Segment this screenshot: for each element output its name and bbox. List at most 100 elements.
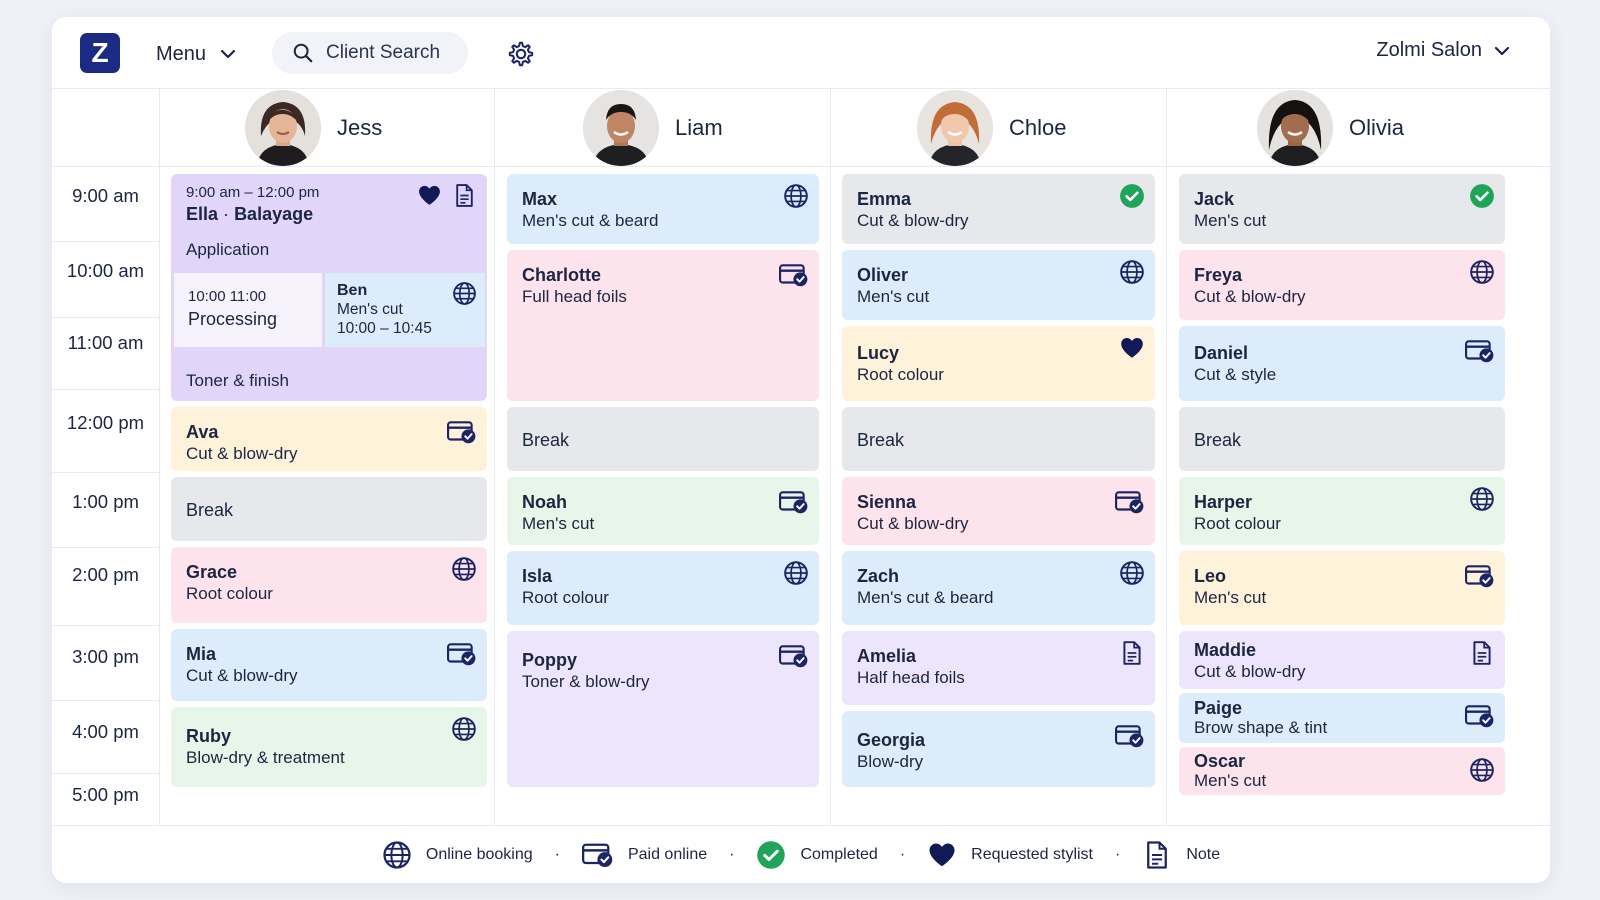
stylist-header-jess[interactable]: Jess: [245, 89, 382, 167]
appointment-card[interactable]: Max Men's cut & beard: [507, 174, 819, 244]
client-name: Emma: [857, 189, 912, 209]
appointment-card[interactable]: Emma Cut & blow-dry: [842, 174, 1155, 244]
time-label: 12:00 pm: [66, 412, 145, 433]
appointment-time-range: 9:00 am – 12:00 pm: [186, 184, 320, 201]
break-block[interactable]: Break: [842, 407, 1155, 471]
client-name: Ava: [186, 422, 219, 442]
service-name: Men's cut: [337, 301, 403, 318]
paid-online-icon: [1115, 489, 1145, 515]
appointment-time: 10:00 – 10:45: [337, 320, 432, 337]
service-name: Cut & blow-dry: [857, 514, 969, 533]
appointment-card[interactable]: Poppy Toner & blow-dry: [507, 631, 819, 787]
phase-application: Application: [186, 240, 270, 259]
client-name: Lucy: [857, 343, 900, 363]
column-divider: [830, 89, 831, 825]
appointment-card[interactable]: Ava Cut & blow-dry: [171, 407, 487, 471]
appointment-icons: [417, 183, 477, 208]
paid-online-icon: [1465, 563, 1495, 589]
settings-gear-icon[interactable]: [507, 40, 535, 68]
appointment-card[interactable]: Jack Men's cut: [1179, 174, 1505, 244]
break-label: Break: [186, 500, 234, 520]
break-block[interactable]: Break: [171, 477, 487, 541]
column-divider: [494, 89, 495, 825]
phase-toner-finish: Toner & finish: [186, 371, 289, 390]
note-icon: [1469, 640, 1495, 666]
client-name: Oscar: [1194, 751, 1246, 771]
client-name: Poppy: [522, 650, 578, 670]
chevron-down-icon: [220, 49, 236, 59]
app-logo[interactable]: Z: [80, 33, 120, 73]
time-divider: [52, 472, 159, 473]
time-label: 2:00 pm: [72, 564, 139, 585]
appointment-card[interactable]: Paige Brow shape & tint: [1179, 693, 1505, 743]
client-name: Max: [522, 189, 558, 209]
service-name: Men's cut: [1194, 211, 1267, 230]
time-divider: [52, 700, 159, 701]
requested-stylist-icon: [927, 840, 957, 870]
search-placeholder: Client Search: [326, 42, 441, 63]
paid-online-icon: [779, 489, 809, 515]
requested-stylist-icon: [417, 183, 442, 208]
processing-time: 10:00 11:00: [188, 288, 267, 305]
service-name: Cut & blow-dry: [186, 666, 298, 685]
service-name: Cut & blow-dry: [1194, 287, 1306, 306]
appointment-card[interactable]: Zach Men's cut & beard: [842, 551, 1155, 625]
completed-icon: [1469, 183, 1495, 209]
client-name: Sienna: [857, 492, 917, 512]
appointment-card[interactable]: Maddie Cut & blow-dry: [1179, 631, 1505, 689]
appointment-card[interactable]: Amelia Half head foils: [842, 631, 1155, 705]
service-name: Blow-dry: [857, 752, 924, 771]
appointment-card[interactable]: Lucy Root colour: [842, 326, 1155, 401]
stylist-header-chloe[interactable]: Chloe: [917, 89, 1066, 167]
appointment-card[interactable]: Leo Men's cut: [1179, 551, 1505, 625]
online-booking-icon: [1119, 560, 1145, 586]
service-name: Men's cut & beard: [857, 588, 994, 607]
stylist-header-row: Jess Liam Chloe Olivia: [52, 89, 1550, 167]
stylist-header-olivia[interactable]: Olivia: [1257, 89, 1404, 167]
appointment-card[interactable]: Noah Men's cut: [507, 477, 819, 545]
appointment-card[interactable]: Oliver Men's cut: [842, 250, 1155, 320]
appointment-card[interactable]: Harper Root colour: [1179, 477, 1505, 545]
appointment-card[interactable]: Sienna Cut & blow-dry: [842, 477, 1155, 545]
online-booking-icon: [382, 840, 412, 870]
appointment-card[interactable]: Charlotte Full head foils: [507, 250, 819, 401]
avatar: [917, 90, 993, 166]
appointment-card[interactable]: Georgia Blow-dry: [842, 711, 1155, 787]
appointment-ben[interactable]: Ben Men's cut 10:00 – 10:45: [325, 273, 485, 347]
appointment-card[interactable]: Ruby Blow-dry & treatment: [171, 707, 487, 787]
appointment-card[interactable]: Oscar Men's cut: [1179, 747, 1505, 795]
time-label: 4:00 pm: [72, 721, 139, 742]
note-icon: [1119, 640, 1145, 666]
icon-legend: Online booking · Paid online · Completed…: [52, 825, 1550, 883]
legend-label: Paid online: [627, 845, 708, 863]
service-name: Brow shape & tint: [1194, 718, 1328, 737]
appointment-card[interactable]: Mia Cut & blow-dry: [171, 629, 487, 701]
menu-button[interactable]: Menu: [156, 39, 236, 69]
service-name: Toner & blow-dry: [522, 672, 650, 691]
appointment-card[interactable]: Daniel Cut & style: [1179, 326, 1505, 401]
service-name: Root colour: [1194, 514, 1281, 533]
salon-selector[interactable]: Zolmi Salon: [1376, 39, 1510, 62]
online-booking-icon: [452, 281, 477, 306]
appointment-card[interactable]: Isla Root colour: [507, 551, 819, 625]
appointment-ella-balayage[interactable]: 9:00 am – 12:00 pm Ella · Balayage Appli…: [171, 174, 487, 401]
break-label: Break: [1194, 430, 1242, 450]
client-name: Freya: [1194, 265, 1243, 285]
break-block[interactable]: Break: [507, 407, 819, 471]
appointment-card[interactable]: Freya Cut & blow-dry: [1179, 250, 1505, 320]
service-name: Men's cut & beard: [522, 211, 659, 230]
break-block[interactable]: Break: [1179, 407, 1505, 471]
client-name: Mia: [186, 644, 217, 664]
client-name: Leo: [1194, 566, 1227, 586]
client-name: Ruby: [186, 726, 231, 746]
client-search-field[interactable]: Client Search: [272, 32, 468, 74]
appointment-card[interactable]: Grace Root colour: [171, 547, 487, 623]
chevron-down-icon: [1494, 46, 1510, 55]
client-name: Noah: [522, 492, 567, 512]
stylist-name: Chloe: [1009, 115, 1067, 140]
stylist-header-liam[interactable]: Liam: [583, 89, 723, 167]
scheduler-card: Z Menu Client Search Zolmi Salon Jess: [52, 17, 1550, 883]
completed-icon: [756, 840, 786, 870]
requested-stylist-icon: [1119, 335, 1145, 361]
avatar: [245, 90, 321, 166]
